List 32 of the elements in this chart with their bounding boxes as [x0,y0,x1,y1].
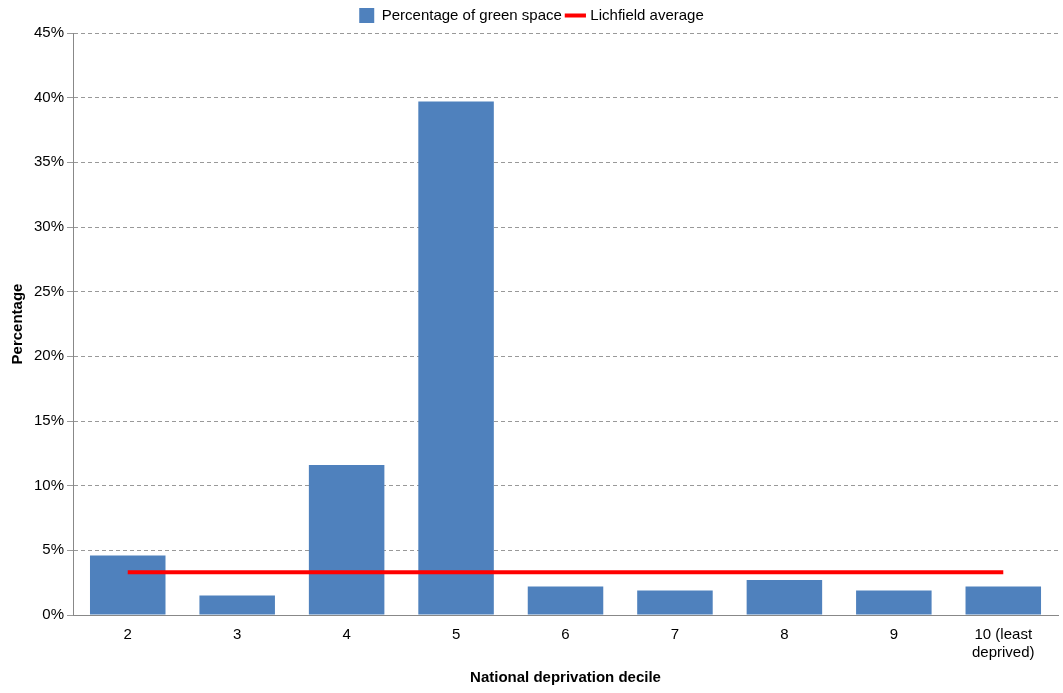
x-tick-label: 4 [342,625,351,643]
x-tick-label: 3 [233,625,242,643]
y-tick-label: 45% [33,23,65,41]
x-tick-label: 5 [451,625,461,643]
y-tick-label: 40% [33,87,65,105]
x-tick-label: 6 [561,625,570,643]
bar [637,590,713,615]
bar [308,464,385,615]
bar [89,555,166,615]
x-tick-label: 7 [670,625,680,643]
y-tick-label: 0% [42,605,65,623]
x-axis-title: National deprivation decile [470,668,661,686]
x-tick-label: 2 [123,625,132,643]
bar [527,586,604,615]
y-axis-title: Percentage [8,283,26,365]
x-tick-label: 10 (least deprived) [972,625,1035,661]
y-tick-label: 30% [33,217,65,235]
legend-label: Percentage of green space [381,5,562,23]
y-tick-label: 25% [33,281,65,299]
x-tick-label: 8 [780,625,789,643]
bar [856,590,932,615]
bar [418,101,494,615]
x-tick-label: 9 [889,625,899,643]
bar [199,595,275,615]
y-tick-label: 35% [33,152,65,170]
y-tick-label: 20% [33,346,65,364]
y-tick-label: 15% [33,411,65,429]
y-tick-label: 10% [33,475,65,493]
bar [965,586,1042,615]
bar [746,580,823,615]
y-tick-label: 5% [42,540,65,558]
legend-label: Lichfield average [590,5,704,23]
